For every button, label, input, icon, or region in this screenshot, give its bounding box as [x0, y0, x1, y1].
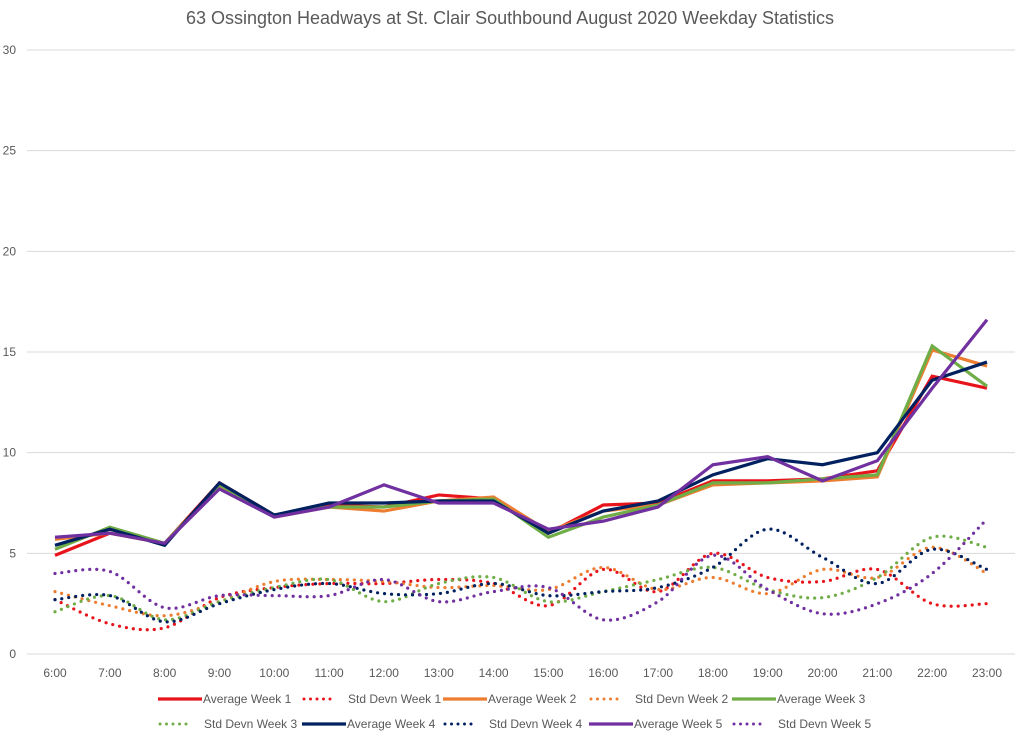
series-std-devn-week-4: [53, 527, 989, 624]
x-tick-label: 10:00: [259, 666, 289, 680]
x-tick-label: 18:00: [698, 666, 728, 680]
x-tick-label: 22:00: [917, 666, 947, 680]
y-tick-label: 20: [3, 244, 17, 258]
legend-label: Std Devn Week 4: [489, 717, 582, 731]
x-tick-label: 16:00: [588, 666, 618, 680]
series-line: [53, 551, 989, 632]
series-line: [54, 318, 989, 545]
legend-item: Average Week 3: [732, 692, 866, 706]
y-axis-ticks: 0 5 10 15 20 25 30: [3, 43, 17, 661]
series-std-devn-week-2: [53, 545, 989, 618]
series-std-devn-week-3: [53, 534, 989, 622]
x-tick-label: 11:00: [315, 666, 344, 680]
legend-item: Average Week 5: [589, 717, 723, 731]
x-tick-label: 23:00: [972, 666, 1002, 680]
legend-label: Std Devn Week 3: [204, 717, 297, 731]
x-tick-label: 20:00: [808, 666, 838, 680]
legend-item: Std Devn Week 4: [443, 717, 582, 731]
x-tick-label: 6:00: [43, 666, 67, 680]
series-line: [53, 517, 989, 622]
series-std-devn-week-1: [53, 551, 989, 632]
x-tick-label: 12:00: [369, 666, 399, 680]
legend-item: Std Devn Week 5: [732, 717, 871, 731]
y-tick-label: 5: [9, 546, 16, 560]
y-tick-label: 0: [9, 647, 16, 661]
y-tick-label: 25: [3, 144, 17, 158]
y-tick-label: 15: [3, 345, 17, 359]
x-tick-label: 17:00: [643, 666, 673, 680]
x-tick-label: 14:00: [479, 666, 509, 680]
legend-label: Average Week 5: [634, 717, 723, 731]
legend-label: Std Devn Week 1: [348, 692, 441, 706]
legend-label: Average Week 4: [347, 717, 436, 731]
legend-label: Std Devn Week 2: [635, 692, 728, 706]
x-tick-label: 9:00: [208, 666, 232, 680]
gridlines: [27, 49, 1015, 655]
series-line: [53, 527, 989, 624]
y-tick-label: 10: [3, 446, 17, 460]
series-line: [54, 374, 988, 557]
x-tick-label: 7:00: [98, 666, 122, 680]
x-axis-ticks: 6:00 7:00 8:00 9:00 10:00 11:00 12:00 13:00 14:0…: [43, 666, 1002, 680]
series-std-devn-week-5: [53, 517, 989, 622]
x-tick-label: 13:00: [424, 666, 454, 680]
series-line: [53, 545, 989, 618]
legend-label: Average Week 2: [488, 692, 577, 706]
x-tick-label: 15:00: [533, 666, 563, 680]
series-average-week-1: [54, 374, 988, 557]
legend-item: Std Devn Week 3: [158, 717, 297, 731]
x-tick-label: 8:00: [153, 666, 177, 680]
legend-item: Std Devn Week 1: [302, 692, 441, 706]
chart-title: 63 Ossington Headways at St. Clair South…: [186, 8, 834, 28]
legend-item: Std Devn Week 2: [589, 692, 728, 706]
legend-label: Std Devn Week 5: [778, 717, 871, 731]
x-tick-label: 19:00: [753, 666, 783, 680]
legend: Average Week 1 Std Devn Week 1 Average Wee…: [158, 692, 871, 731]
series-average-week-5: [54, 318, 989, 545]
legend-item: Average Week 4: [302, 717, 436, 731]
legend-label: Average Week 3: [777, 692, 866, 706]
x-tick-label: 21:00: [862, 666, 892, 680]
plot-series: [53, 318, 989, 632]
y-tick-label: 30: [3, 43, 17, 57]
series-line: [53, 534, 989, 622]
legend-item: Average Week 1: [158, 692, 292, 706]
legend-label: Average Week 1: [203, 692, 292, 706]
legend-item: Average Week 2: [443, 692, 577, 706]
